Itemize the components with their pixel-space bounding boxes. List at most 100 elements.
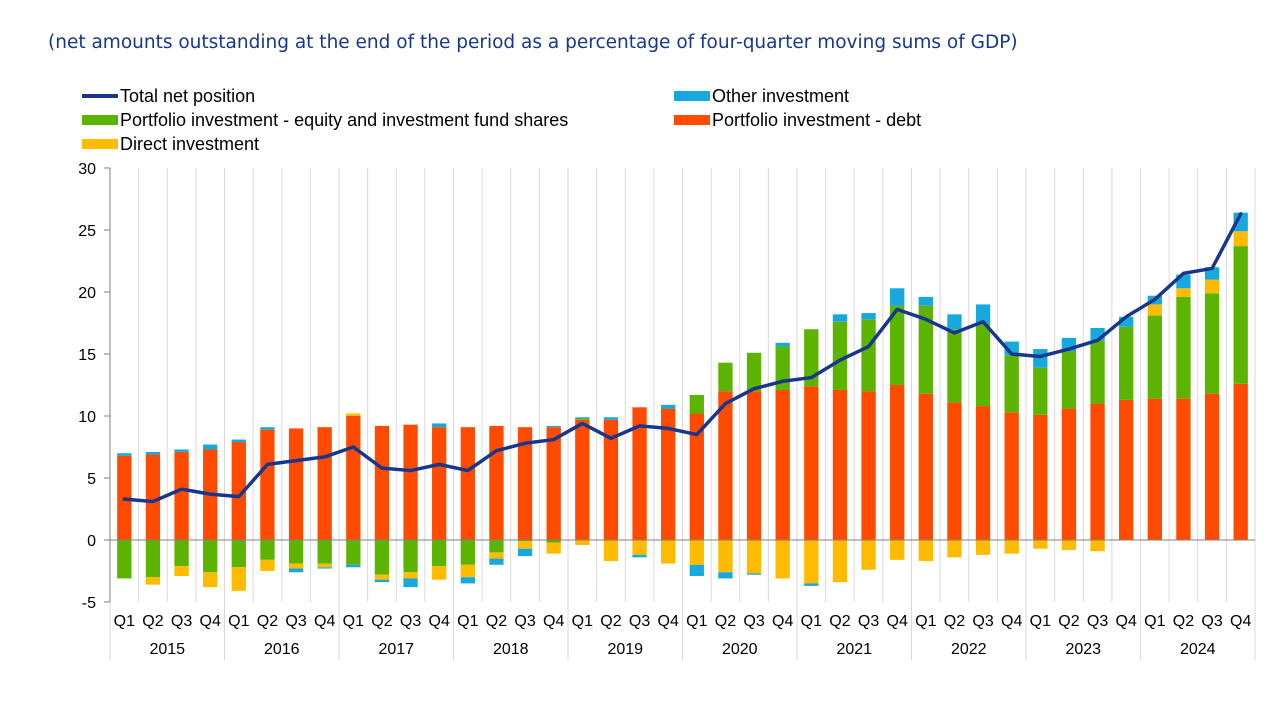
legend-item-direct: Direct investment — [82, 134, 259, 154]
x-tick-label: Q1 — [572, 613, 593, 630]
bar-segment-other — [403, 578, 418, 588]
x-tick-label: Q2 — [1058, 613, 1079, 630]
bar-segment-direct — [317, 563, 332, 568]
year-label: 2020 — [722, 641, 758, 658]
bar-segment-other — [1033, 349, 1048, 368]
bar-segment-direct — [1233, 231, 1248, 247]
chart-subtitle: (net amounts outstanding at the end of t… — [48, 32, 1018, 53]
x-tick-label: Q1 — [1144, 613, 1165, 630]
legend-swatch — [674, 115, 710, 125]
legend-swatch — [674, 91, 710, 101]
bar-segment-direct — [460, 564, 475, 578]
bar-segment-debt — [403, 424, 418, 540]
x-tick-label: Q2 — [1173, 613, 1194, 630]
bar-segment-direct — [603, 540, 619, 562]
x-tick-label: Q4 — [1116, 613, 1137, 630]
year-label: 2015 — [149, 641, 185, 658]
bar-segment-equity — [174, 540, 189, 567]
x-tick-label: Q3 — [629, 613, 650, 630]
bar-segment-direct — [689, 540, 704, 565]
bar-segment-debt — [1033, 414, 1048, 540]
bar-segment-debt — [689, 413, 704, 540]
legend-item-equity: Portfolio investment - equity and invest… — [82, 110, 568, 130]
bar-segment-other — [460, 577, 475, 584]
bar-segment-equity — [861, 319, 876, 392]
bar-segment-other — [861, 313, 876, 320]
bar-segment-debt — [775, 389, 790, 540]
bar-segment-equity — [1147, 315, 1162, 399]
bar-segment-debt — [661, 408, 676, 540]
x-tick-label: Q3 — [972, 613, 993, 630]
bar-segment-other — [632, 554, 647, 558]
bar-segment-equity — [231, 540, 246, 568]
bar-segment-other — [689, 564, 704, 576]
bar-segment-debt — [1090, 403, 1105, 540]
y-tick-label: 15 — [78, 347, 96, 364]
bar-segment-other — [517, 548, 533, 557]
y-tick-label: -5 — [82, 595, 96, 612]
bar-segment-direct — [374, 574, 390, 580]
bar-segment-direct — [890, 540, 905, 560]
bar-segment-direct — [203, 572, 218, 588]
bar-segment-debt — [1061, 408, 1077, 540]
bar-segment-equity — [1090, 340, 1105, 404]
bar-segment-debt — [546, 427, 561, 540]
x-tick-label: Q3 — [858, 613, 879, 630]
legend-label: Other investment — [712, 86, 849, 106]
x-tick-label: Q2 — [715, 613, 736, 630]
bar-segment-direct — [546, 542, 561, 554]
legend-swatch — [82, 139, 118, 149]
x-tick-label: Q2 — [257, 613, 278, 630]
bar-segment-debt — [890, 385, 905, 540]
bar-segment-debt — [288, 428, 304, 540]
x-tick-label: Q3 — [1201, 613, 1222, 630]
bar-segment-equity — [975, 323, 991, 407]
x-tick-label: Q3 — [171, 613, 192, 630]
year-label: 2021 — [836, 641, 872, 658]
bar-segment-equity — [489, 540, 504, 553]
bar-segment-other — [174, 449, 189, 452]
bar-segment-direct — [432, 566, 447, 580]
legend-label: Portfolio investment - debt — [712, 110, 921, 130]
legend-item-other: Other investment — [674, 86, 849, 106]
bar-segment-equity — [203, 540, 218, 573]
y-tick-label: 0 — [87, 533, 96, 550]
bar-segment-direct — [231, 567, 246, 591]
bar-segment-equity — [1176, 296, 1191, 399]
bar-segment-equity — [288, 540, 304, 564]
bar-segment-debt — [918, 393, 933, 540]
bar-segment-other — [804, 583, 819, 586]
x-tick-label: Q3 — [400, 613, 421, 630]
bar-segment-debt — [517, 427, 533, 540]
bar-segment-equity — [718, 362, 733, 392]
bar-segment-equity — [260, 540, 275, 560]
bar-segment-equity — [1233, 246, 1248, 384]
bar-segment-direct — [918, 540, 933, 562]
bar-segment-debt — [1176, 398, 1191, 540]
year-label: 2017 — [378, 641, 414, 658]
bar-segment-debt — [718, 391, 733, 540]
y-tick-label: 25 — [78, 223, 96, 240]
bar-segment-equity — [746, 352, 762, 392]
bar-segment-direct — [1033, 540, 1048, 549]
bar-segment-debt — [575, 419, 590, 540]
x-tick-label: Q1 — [228, 613, 249, 630]
bar-segment-equity — [1033, 367, 1048, 415]
bar-segment-direct — [489, 552, 504, 559]
bar-segment-direct — [575, 540, 590, 545]
bar-segment-equity — [517, 540, 533, 542]
x-tick-label: Q4 — [429, 613, 450, 630]
chart-bars — [117, 212, 1248, 591]
bar-segment-debt — [947, 402, 962, 540]
x-tick-label: Q4 — [658, 613, 679, 630]
x-tick-label: Q3 — [514, 613, 535, 630]
bar-segment-equity — [346, 540, 361, 565]
bar-segment-direct — [947, 540, 962, 558]
bar-segment-direct — [718, 540, 733, 573]
bar-segment-other — [661, 404, 676, 409]
legend-item-debt: Portfolio investment - debt — [674, 110, 921, 130]
bar-segment-debt — [861, 391, 876, 540]
bar-segment-equity — [947, 329, 962, 403]
bar-segment-other — [317, 567, 332, 569]
bar-segment-other — [260, 427, 275, 430]
